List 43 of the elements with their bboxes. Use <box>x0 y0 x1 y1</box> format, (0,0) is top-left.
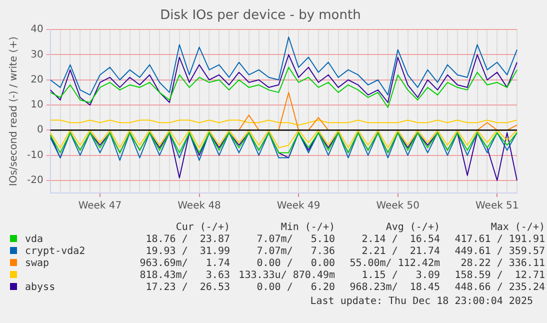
x-tick-label: Week 48 <box>178 200 221 212</box>
y-tick-label: 10 <box>30 100 44 111</box>
y-tick-label: -20 <box>26 175 44 186</box>
text: 2.14 / 16.54 <box>360 234 440 246</box>
text: 55.00m/ 112.42m <box>348 258 440 270</box>
y-tick-label: 0 <box>36 124 44 136</box>
legend-label: vda <box>25 234 44 246</box>
legend-label: abyss <box>25 282 56 294</box>
text: 963.69m/ 1.74 <box>138 258 230 270</box>
text: Cur (-/+) <box>174 222 230 234</box>
x-tick-label: Week 51 <box>475 200 519 212</box>
y-tick-label: -10 <box>26 150 44 161</box>
text: 0.00 / 6.20 <box>256 282 335 294</box>
text: 133.33u/ 870.49m <box>238 270 335 282</box>
legend-label: swap <box>25 258 50 270</box>
x-tick-label: Week 49 <box>276 200 320 212</box>
y-tick-label: 20 <box>30 74 44 86</box>
text: 18.76 / 23.87 <box>144 234 230 246</box>
chart-title: Disk IOs per device - by month <box>160 8 361 24</box>
text: Avg (-/+) <box>384 222 440 234</box>
x-tick-label: Week 50 <box>376 200 420 212</box>
text: 19.93 / 31.99 <box>144 246 230 258</box>
text: 448.66 / 235.24 <box>454 282 545 294</box>
y-axis-title: IOs/second read (-) / write (+) <box>8 36 20 186</box>
text: 0.00 / 0.00 <box>256 258 335 270</box>
text: 28.22 / 336.11 <box>460 258 545 270</box>
text: 449.61 / 359.57 <box>454 246 545 258</box>
text: 1.15 / 3.09 <box>360 270 440 282</box>
text: 17.23 / 26.53 <box>144 282 230 294</box>
text: 818.43m/ 3.63 <box>138 270 230 282</box>
y-tick-label: 40 <box>30 24 44 36</box>
text: 417.61 / 191.91 <box>454 234 545 246</box>
text: 158.59 / 12.71 <box>454 270 545 282</box>
text: Last update: Thu Dec 18 23:00:04 2025 <box>310 296 533 307</box>
text: Min (-/+) <box>280 222 335 234</box>
text: 7.07m/ 5.10 <box>256 234 335 246</box>
text: Max (-/+) <box>490 222 545 234</box>
legend-label: crypt-vda2 <box>25 246 86 258</box>
text: 2.21 / 21.74 <box>360 246 440 258</box>
x-tick-label: Week 47 <box>78 200 122 212</box>
text: 968.23m/ 18.45 <box>348 282 440 294</box>
text: 7.07m/ 7.36 <box>256 246 335 258</box>
y-tick-label: 30 <box>30 49 44 60</box>
